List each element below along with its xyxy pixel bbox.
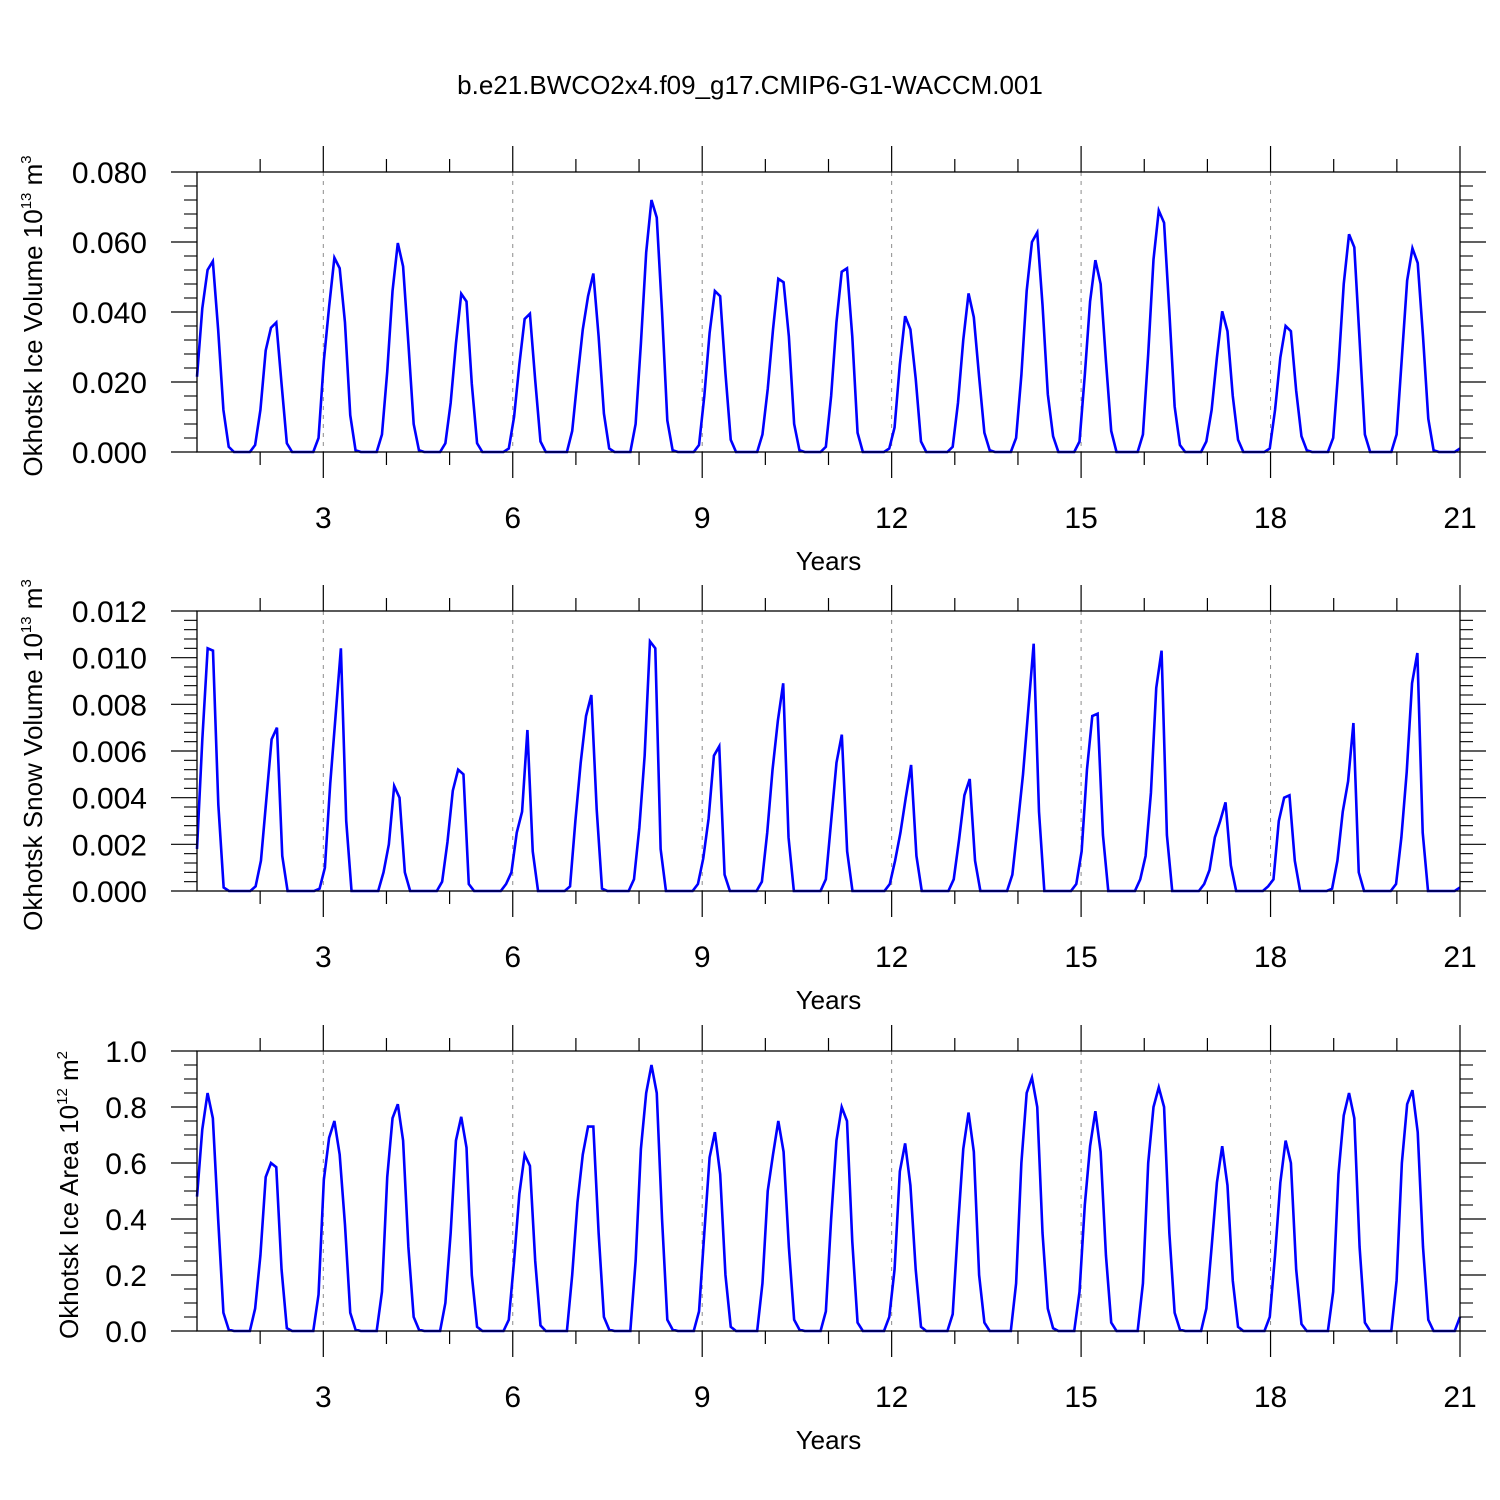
x-axis-label: Years <box>796 546 862 576</box>
y-tick-label: 0.080 <box>72 157 147 190</box>
y-axis-label-prefix: Okhotsk Ice Volume 10 <box>18 209 48 476</box>
y-tick-label: 0.4 <box>105 1204 147 1237</box>
panel-1: 3 6 9 12 15 18 21 0.000 0.020 0.040 0.060 0.080 Year… <box>18 146 1486 576</box>
y-axis-label-unit: m <box>18 588 48 617</box>
y-axis-label: Okhotsk Ice Volume 1013 m3 <box>18 155 48 476</box>
x-tick-label: 15 <box>1064 1381 1097 1414</box>
y-axis-label-prefix: Okhotsk Snow Volume 10 <box>18 633 48 931</box>
y-axis-label-prefix: Okhotsk Ice Area 10 <box>54 1105 84 1339</box>
y-axis-label-unit: m <box>54 1059 84 1088</box>
y-axis-label-unit-exponent: 2 <box>54 1051 71 1059</box>
y-tick-label: 0.008 <box>72 689 147 722</box>
x-tick-label: 21 <box>1443 941 1476 974</box>
x-tick-label: 15 <box>1064 941 1097 974</box>
x-tick-label: 6 <box>504 941 521 974</box>
panels: 3 6 9 12 15 18 21 0.000 0.020 0.040 0.060 0.080 Year… <box>18 146 1486 1455</box>
x-tick-label: 18 <box>1254 502 1287 535</box>
y-tick-label: 0.002 <box>72 829 147 862</box>
y-tick-label: 0.012 <box>72 596 147 629</box>
y-axis-label-exponent: 13 <box>18 193 35 210</box>
y-axis-label: Okhotsk Snow Volume 1013 m3 <box>18 579 48 931</box>
y-axis-label-unit-exponent: 3 <box>18 579 35 587</box>
y-axis-label-unit: m <box>18 164 48 193</box>
y-axis-label: Okhotsk Ice Area 1012 m2 <box>54 1051 84 1339</box>
x-tick-label: 21 <box>1443 1381 1476 1414</box>
y-tick-label: 0.060 <box>72 227 147 260</box>
chart-title: b.e21.BWCO2x4.f09_g17.CMIP6-G1-WACCM.001 <box>457 70 1043 100</box>
y-axis-label-exponent: 12 <box>54 1088 71 1105</box>
x-tick-label: 15 <box>1064 502 1097 535</box>
y-tick-label: 0.000 <box>72 876 147 909</box>
x-tick-label: 9 <box>694 502 711 535</box>
y-tick-label: 0.010 <box>72 643 147 676</box>
y-tick-label: 0.006 <box>72 736 147 769</box>
x-tick-label: 3 <box>315 1381 332 1414</box>
x-tick-label: 6 <box>504 502 521 535</box>
x-tick-label: 18 <box>1254 941 1287 974</box>
y-tick-label: 0.8 <box>105 1092 147 1125</box>
y-tick-label: 1.0 <box>105 1036 147 1069</box>
y-tick-label: 0.6 <box>105 1148 147 1181</box>
x-axis-label: Years <box>796 985 862 1015</box>
x-tick-label: 21 <box>1443 502 1476 535</box>
y-tick-label: 0.040 <box>72 297 147 330</box>
y-tick-label: 0.0 <box>105 1316 147 1349</box>
x-tick-label: 6 <box>504 1381 521 1414</box>
x-tick-label: 12 <box>875 1381 908 1414</box>
x-tick-label: 3 <box>315 941 332 974</box>
x-tick-label: 18 <box>1254 1381 1287 1414</box>
x-axis-label: Years <box>796 1425 862 1455</box>
y-axis-label-unit-exponent: 3 <box>18 155 35 163</box>
x-tick-label: 9 <box>694 1381 711 1414</box>
panel-2: 3 6 9 12 15 18 21 0.000 0.002 0.004 0.006 0.008 0.01… <box>18 579 1486 1015</box>
y-tick-label: 0.2 <box>105 1260 147 1293</box>
x-tick-label: 12 <box>875 941 908 974</box>
x-tick-label: 12 <box>875 502 908 535</box>
y-axis-label-exponent: 13 <box>18 616 35 633</box>
panel-3: 3 6 9 12 15 18 21 0.0 0.2 0.4 0.6 0.8 1.0 Years Okhots… <box>54 1025 1486 1455</box>
y-tick-label: 0.000 <box>72 437 147 470</box>
x-tick-label: 3 <box>315 502 332 535</box>
y-tick-label: 0.004 <box>72 783 147 816</box>
x-tick-label: 9 <box>694 941 711 974</box>
y-tick-label: 0.020 <box>72 367 147 400</box>
